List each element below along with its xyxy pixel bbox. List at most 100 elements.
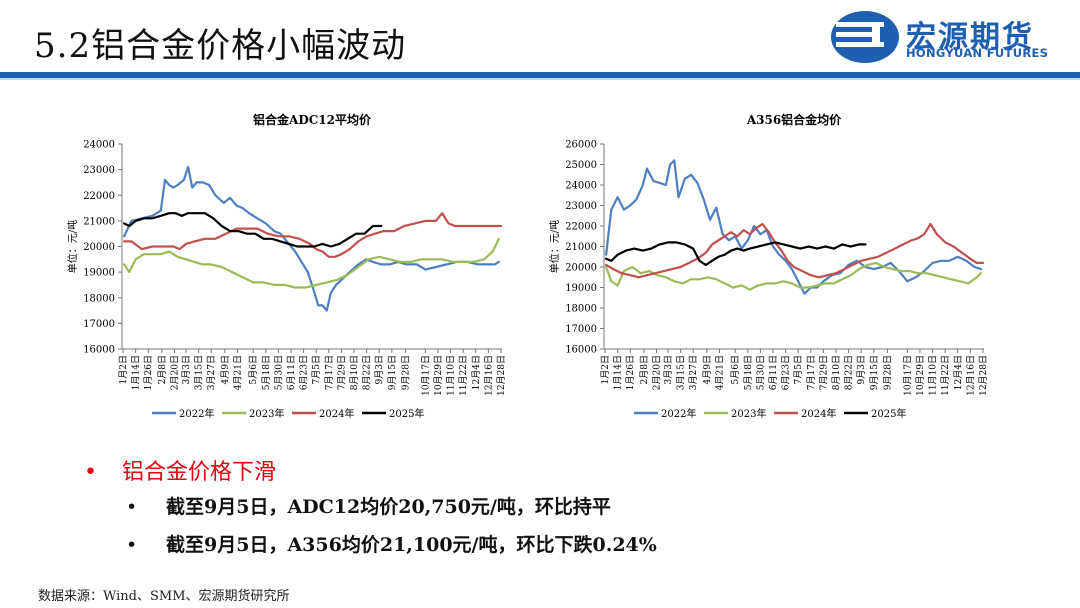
x-tick-label: 6月23日: [299, 355, 310, 390]
header-divider-shadow: [0, 78, 1080, 80]
x-tick-label: 5月18日: [743, 355, 754, 390]
main-bullet-text: 铝合金价格下滑: [122, 460, 277, 485]
x-tick-label: 1月26日: [625, 355, 636, 390]
x-tick-label: 3月27日: [206, 355, 217, 390]
x-tick-label: 10月29日: [915, 355, 926, 396]
x-tick-label: 6月11日: [768, 355, 779, 390]
x-tick-label: 4月9日: [702, 355, 713, 384]
logo-icon: [831, 11, 899, 63]
series-line-y2024: [122, 212, 503, 258]
x-tick-label: 12月28日: [978, 355, 989, 396]
y-tick-label: 20000: [565, 263, 597, 274]
y-tick-label: 19000: [565, 283, 597, 294]
x-tick-label: 12月4日: [471, 355, 482, 390]
x-tick-label: 4月9日: [220, 355, 231, 384]
bullet-dot-icon: •: [84, 460, 97, 485]
x-tick-label: 9月28日: [400, 355, 411, 390]
y-tick-label: 16000: [83, 345, 115, 356]
y-tick-label: 22000: [83, 191, 115, 202]
x-tick-label: 3月15日: [676, 355, 687, 390]
chart-title: A356铝合金均价: [746, 112, 842, 127]
x-tick-label: 6月23日: [781, 355, 792, 390]
x-tick-label: 5月30日: [755, 355, 766, 390]
header-divider: [0, 72, 1080, 78]
x-tick-label: 5月18日: [261, 355, 272, 390]
page-title: 5.2铝合金价格小幅波动: [34, 26, 407, 66]
x-tick-label: 4月21日: [232, 355, 243, 390]
x-tick-label: 6月11日: [286, 355, 297, 390]
y-tick-label: 16000: [565, 345, 597, 356]
y-tick-label: 18000: [83, 293, 115, 304]
y-axis-label: 单位：元/吨: [548, 220, 561, 273]
y-tick-label: 23000: [83, 165, 115, 176]
company-logo: 宏源期货 HONGYUAN FUTURES: [828, 8, 1068, 66]
x-tick-label: 12月16日: [483, 355, 494, 396]
sub-bullet: • 截至9月5日，ADC12均价20,750元/吨，环比持平: [126, 492, 611, 519]
y-tick-label: 21000: [83, 216, 115, 227]
chart-adc12: 铝合金ADC12平均价单位：元/吨 16000 17000 18000 19000 200…: [60, 100, 530, 435]
x-tick-label: 8月10日: [349, 355, 360, 390]
x-tick-label: 12月16日: [965, 355, 976, 396]
y-tick-label: 19000: [83, 268, 115, 279]
x-tick-label: 10月17日: [420, 355, 431, 396]
x-tick-label: 5月6日: [248, 355, 259, 384]
x-tick-label: 3月3日: [181, 355, 192, 384]
legend-label: 2024年: [801, 407, 836, 420]
chart-a356: A356铝合金均价单位：元/吨 16000 17000 18000 19000 20000…: [542, 100, 1012, 435]
x-tick-label: 3月15日: [194, 355, 205, 390]
x-tick-label: 1月14日: [131, 355, 142, 390]
y-tick-label: 18000: [565, 304, 597, 315]
x-tick-label: 8月22日: [844, 355, 855, 390]
y-tick-label: 20000: [83, 242, 115, 253]
bullet-dot-icon: •: [126, 534, 138, 556]
series-line-y2025: [122, 212, 383, 248]
x-tick-label: 9月3日: [856, 355, 867, 384]
legend-label: 2024年: [319, 407, 354, 420]
x-tick-label: 9月28日: [882, 355, 893, 390]
chart-title: 铝合金ADC12平均价: [253, 112, 372, 127]
y-tick-label: 17000: [83, 319, 115, 330]
x-tick-label: 2月20日: [651, 355, 662, 390]
bullet-dot-icon: •: [126, 496, 138, 518]
y-tick-label: 23000: [565, 201, 597, 212]
x-tick-label: 7月29日: [336, 355, 347, 390]
series-line-y2022: [604, 159, 982, 295]
x-tick-label: 4月21日: [714, 355, 725, 390]
x-tick-label: 10月17日: [902, 355, 913, 396]
x-tick-label: 1月2日: [118, 355, 129, 384]
legend-label: 2023年: [249, 407, 284, 420]
x-tick-label: 12月28日: [496, 355, 507, 396]
sub-bullet: • 截至9月5日，A356均价21,100元/吨，环比下跌0.24%: [126, 530, 657, 557]
x-tick-label: 5月6日: [730, 355, 741, 384]
y-tick-label: 17000: [565, 324, 597, 335]
y-tick-label: 21000: [565, 242, 597, 253]
x-tick-label: 11月10日: [928, 355, 939, 396]
x-tick-label: 11月22日: [940, 355, 951, 396]
x-tick-label: 12月4日: [953, 355, 964, 390]
x-tick-label: 7月5日: [793, 355, 804, 384]
x-tick-label: 9月3日: [374, 355, 385, 384]
x-tick-label: 9月15日: [387, 355, 398, 390]
series-line-y2022: [122, 165, 500, 312]
y-tick-label: 22000: [565, 222, 597, 233]
x-tick-label: 11月10日: [446, 355, 457, 396]
y-tick-label: 25000: [565, 160, 597, 171]
x-tick-label: 2月8日: [157, 355, 168, 384]
legend-label: 2022年: [661, 407, 696, 420]
legend-label: 2022年: [179, 407, 214, 420]
x-tick-label: 5月30日: [273, 355, 284, 390]
x-tick-label: 7月5日: [311, 355, 322, 384]
x-tick-label: 1月2日: [600, 355, 611, 384]
series-line-y2025: [604, 241, 867, 266]
y-tick-label: 24000: [565, 181, 597, 192]
series-line-y2024: [604, 222, 985, 279]
x-tick-label: 11月22日: [458, 355, 469, 396]
x-tick-label: 3月27日: [688, 355, 699, 390]
x-tick-label: 7月29日: [818, 355, 829, 390]
y-axis-label: 单位：元/吨: [66, 220, 79, 273]
legend-label: 2025年: [871, 407, 906, 420]
main-bullet: • 铝合金价格下滑: [84, 454, 276, 486]
x-tick-label: 2月8日: [639, 355, 650, 384]
